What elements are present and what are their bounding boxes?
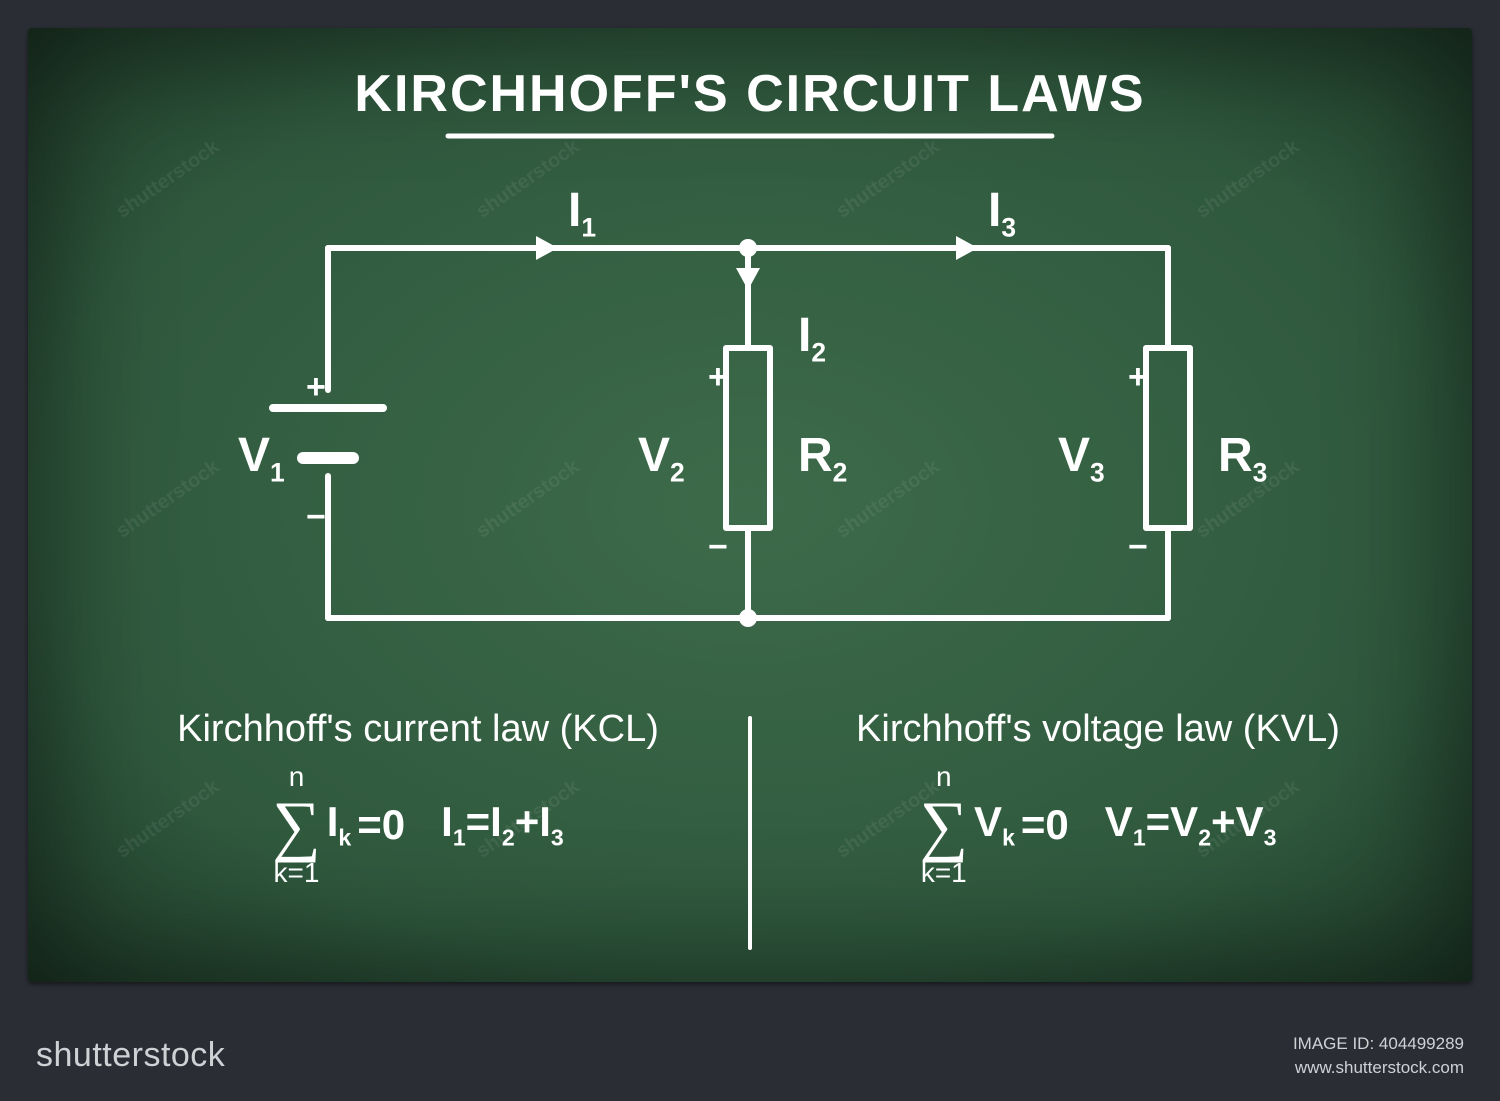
kvl-sigma-formula: n ∑ k=1 Vk =0 bbox=[920, 763, 1069, 887]
footer-image-id: IMAGE ID: 404499289 bbox=[1293, 1032, 1464, 1056]
sigma-icon: n ∑ k=1 bbox=[920, 763, 968, 887]
chalkboard-frame: KIRCHHOFF'S CIRCUIT LAWS I1 I2 I3 V1 V2 … bbox=[0, 0, 1500, 1010]
label-v3: V3 bbox=[1058, 428, 1105, 489]
stock-footer: shutterstock IMAGE ID: 404499289 www.shu… bbox=[0, 1010, 1500, 1101]
sigma-lower: k=1 bbox=[921, 859, 967, 887]
diagram-title: KIRCHHOFF'S CIRCUIT LAWS bbox=[28, 64, 1472, 124]
sigma-icon: n ∑ k=1 bbox=[272, 763, 320, 887]
v1-minus-sign: − bbox=[306, 498, 326, 537]
v1-plus-sign: + bbox=[306, 368, 326, 407]
v3-minus-sign: − bbox=[1128, 528, 1148, 567]
footer-brand: shutterstock bbox=[36, 1036, 225, 1075]
label-i1: I1 bbox=[568, 183, 596, 244]
sigma-symbol: ∑ bbox=[920, 791, 968, 859]
kvl-eq-zero: =0 bbox=[1021, 801, 1069, 849]
chalkboard: KIRCHHOFF'S CIRCUIT LAWS I1 I2 I3 V1 V2 … bbox=[28, 28, 1472, 982]
label-v2: V2 bbox=[638, 428, 685, 489]
kcl-section: Kirchhoff's current law (KCL) n ∑ k=1 Ik… bbox=[108, 708, 728, 887]
kcl-title: Kirchhoff's current law (KCL) bbox=[177, 708, 659, 751]
label-r3: R3 bbox=[1218, 428, 1267, 489]
label-r2: R2 bbox=[798, 428, 847, 489]
kcl-sigma-formula: n ∑ k=1 Ik =0 bbox=[272, 763, 405, 887]
kvl-section: Kirchhoff's voltage law (KVL) n ∑ k=1 Vk… bbox=[788, 708, 1408, 887]
image-id-label: IMAGE ID: bbox=[1293, 1034, 1374, 1053]
kcl-term: Ik bbox=[327, 798, 352, 851]
label-v1: V1 bbox=[238, 428, 285, 489]
sigma-lower: k=1 bbox=[274, 859, 320, 887]
label-i2: I2 bbox=[798, 308, 826, 369]
kvl-example: V1=V2+V3 bbox=[1105, 798, 1277, 851]
image-id-value: 404499289 bbox=[1379, 1034, 1464, 1053]
footer-meta: IMAGE ID: 404499289 www.shutterstock.com bbox=[1293, 1032, 1464, 1080]
v2-minus-sign: − bbox=[708, 528, 728, 567]
footer-site: www.shutterstock.com bbox=[1293, 1056, 1464, 1080]
v3-plus-sign: + bbox=[1128, 358, 1148, 397]
sigma-symbol: ∑ bbox=[272, 791, 320, 859]
v2-plus-sign: + bbox=[708, 358, 728, 397]
kvl-formula-row: n ∑ k=1 Vk =0 V1=V2+V3 bbox=[920, 763, 1277, 887]
kcl-example: I1=I2+I3 bbox=[441, 798, 564, 851]
label-i3: I3 bbox=[988, 183, 1016, 244]
kvl-title: Kirchhoff's voltage law (KVL) bbox=[856, 708, 1340, 751]
kcl-formula-row: n ∑ k=1 Ik =0 I1=I2+I3 bbox=[272, 763, 564, 887]
kvl-term: Vk bbox=[974, 798, 1015, 851]
kcl-eq-zero: =0 bbox=[357, 801, 405, 849]
